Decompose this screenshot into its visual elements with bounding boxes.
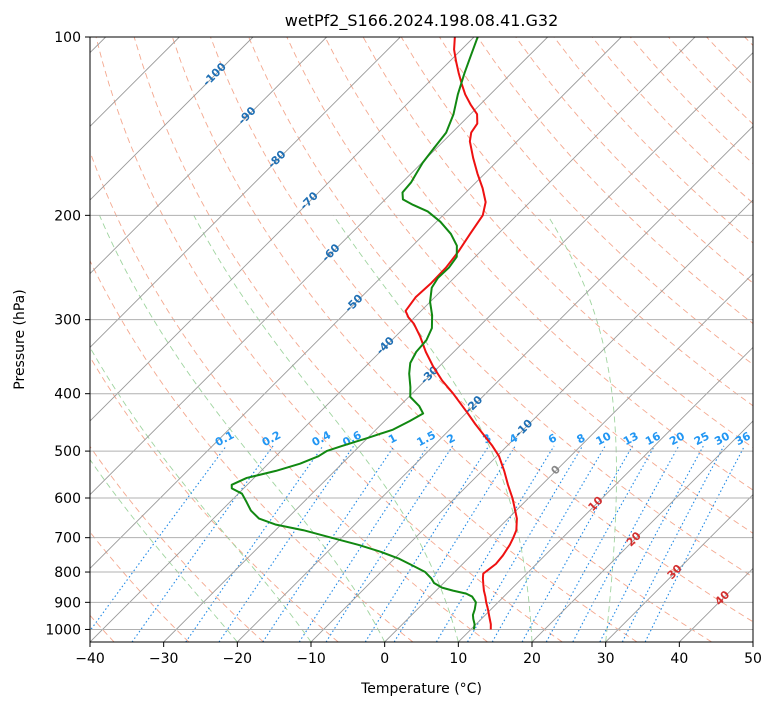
isotherm-line (90, 37, 548, 496)
dry-adiabat (90, 356, 339, 642)
x-tick-label: 30 (597, 651, 615, 667)
isotherm-line (90, 37, 475, 422)
dry-adiabat (210, 37, 753, 623)
moist-adiabat (193, 215, 459, 642)
axes: −40 −30 −20 −10 0 10 20 30 40 50 100 200 300 400 500 60… (45, 30, 762, 667)
x-tick-label: −30 (149, 651, 179, 667)
mixing-ratio-line (218, 445, 355, 642)
mixing-ratio-line (298, 445, 429, 642)
isotherm-line (90, 37, 696, 642)
y-tick-label: 800 (54, 565, 81, 581)
isotherm-line (163, 52, 753, 642)
mixing-ratio-line (262, 445, 395, 642)
pressure-gridlines (90, 37, 753, 630)
chart-title: wetPf2_S166.2024.198.08.41.G32 (285, 11, 559, 31)
isotherm-line (384, 273, 753, 642)
x-tick-label: −20 (223, 651, 253, 667)
mixing-ratio-line (545, 445, 656, 642)
mixing-ratio-label: 13 (621, 429, 641, 448)
isotherm-line (90, 37, 622, 569)
dry-adiabat (90, 445, 264, 642)
y-tick-label: 1000 (45, 622, 81, 638)
mixing-ratio-line (435, 445, 555, 642)
mixing-ratio-label: 20 (667, 429, 687, 448)
mixing-ratio-line (621, 445, 725, 642)
mixing-ratio-label: 36 (733, 429, 753, 448)
moist-adiabat (90, 458, 238, 642)
mixing-ratio-label: 30 (712, 429, 732, 448)
mixing-ratio-label: 25 (692, 429, 712, 448)
y-tick-label: 100 (54, 30, 81, 46)
isotherm-line (90, 37, 327, 275)
dewpoint-profile (230, 37, 479, 630)
isotherm-line (310, 199, 753, 642)
dry-adiabats (90, 37, 753, 642)
y-tick-label: 200 (54, 208, 81, 224)
dry-adiabat (95, 37, 563, 642)
x-tick-label: −40 (75, 651, 105, 667)
x-tick-label: −10 (296, 651, 326, 667)
profile-lines (230, 37, 518, 630)
isotherm-line (90, 37, 401, 348)
moist-adiabat (99, 215, 386, 642)
x-tick-label: 10 (449, 651, 467, 667)
mixing-ratio-label: 16 (643, 429, 663, 448)
moist-adiabat (547, 215, 617, 642)
dry-adiabat (248, 37, 753, 578)
mixing-ratio-label: 10 (594, 429, 614, 448)
x-tick-label: 50 (744, 651, 762, 667)
isotherm-line (531, 420, 753, 642)
mixing-ratio-line (467, 445, 584, 642)
y-tick-label: 400 (54, 387, 81, 403)
dry-adiabat (286, 37, 753, 534)
mixing-ratio-line (644, 445, 746, 642)
moist-adiabat (90, 346, 312, 642)
y-tick-label: 700 (54, 531, 81, 547)
mixing-ratio-line (393, 445, 516, 642)
dry-adiabat (90, 259, 414, 642)
y-tick-label: 500 (54, 444, 81, 460)
isotherm-line (605, 494, 753, 642)
x-axis-title: Temperature (°C) (360, 681, 482, 697)
x-tick-label: 20 (523, 651, 541, 667)
mixing-ratio-line (131, 445, 274, 642)
dry-adiabat (171, 37, 712, 642)
dry-adiabat (324, 37, 753, 491)
x-tick-label: 0 (380, 651, 389, 667)
isotherm-line (237, 125, 753, 642)
mixing-ratio-lines (90, 445, 746, 642)
x-tick-label: 40 (670, 651, 688, 667)
dry-adiabat (133, 37, 638, 642)
temperature-profile (404, 37, 518, 630)
mixing-ratio-line (364, 445, 490, 642)
mixing-ratio-line (325, 445, 454, 642)
moist-adiabats (90, 215, 617, 642)
isotherm-line (458, 346, 753, 642)
isotherm-line (90, 37, 254, 201)
y-tick-label: 600 (54, 491, 81, 507)
y-axis-title: Pressure (hPa) (12, 289, 28, 389)
mixing-ratio-line (521, 445, 633, 642)
mixing-ratio-line (185, 445, 324, 642)
y-tick-label: 900 (54, 595, 81, 611)
plot-frame (89, 36, 754, 643)
dry-adiabat (515, 37, 753, 284)
isotherms (90, 37, 753, 642)
moist-adiabat (333, 215, 533, 642)
y-tick-label: 300 (54, 313, 81, 329)
